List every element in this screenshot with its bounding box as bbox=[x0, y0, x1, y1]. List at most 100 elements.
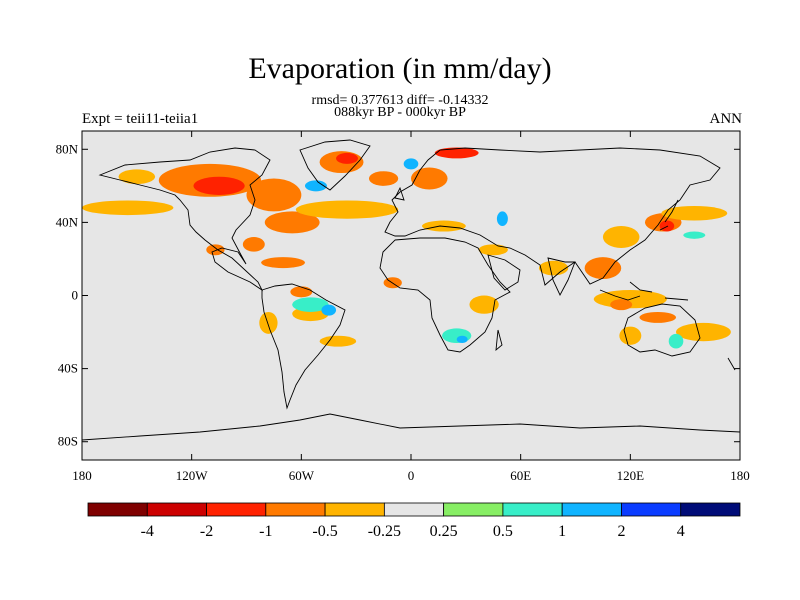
lon-tick-label: 0 bbox=[408, 468, 415, 483]
coastline-islands bbox=[394, 186, 736, 371]
lon-tick-label: 60E bbox=[510, 468, 531, 483]
colorbar-swatch bbox=[621, 502, 682, 517]
anomaly-region-caspian-pos bbox=[496, 211, 508, 227]
anomaly-region-barents bbox=[434, 147, 479, 159]
stats-rmsd-line: rmsd= 0.377613 diff= -0.14332 bbox=[311, 93, 489, 108]
anomaly-region-scandinavia bbox=[411, 167, 448, 190]
coastline-north-america bbox=[98, 147, 271, 292]
anomaly-region-canada-hudson bbox=[193, 176, 245, 195]
stats-text: rmsd= 0.377613 diff= -0.14332 088kyr BP … bbox=[0, 93, 800, 120]
anomaly-region-indonesia-core bbox=[610, 299, 633, 311]
anomaly-region-nw-pacific bbox=[661, 205, 728, 221]
colorbar-swatch bbox=[383, 502, 445, 517]
anomaly-region-n-pacific-band bbox=[82, 220, 174, 232]
anomaly-region-e-australia-pos bbox=[668, 333, 684, 349]
lon-tick-label: 180 bbox=[730, 468, 750, 483]
colorbar-label: -0.5 bbox=[312, 523, 337, 540]
lat-tick-label: 80S bbox=[58, 434, 78, 449]
coastline-africa bbox=[379, 237, 511, 353]
anomaly-region-gulf-coast bbox=[242, 237, 265, 252]
colorbar-swatch bbox=[680, 502, 741, 517]
colorbar-label: 0.5 bbox=[493, 523, 513, 540]
anomaly-region-n-australia bbox=[639, 311, 677, 323]
anomaly-region-se-asia bbox=[584, 257, 622, 280]
colorbar-swatch bbox=[502, 502, 563, 517]
anomaly-region-n-atlantic-high-lat bbox=[82, 200, 174, 216]
anomaly-region-us-mid bbox=[215, 211, 260, 227]
anomaly-region-south-atlantic bbox=[332, 299, 399, 311]
anomaly-region-caribbean bbox=[261, 257, 305, 269]
colorbar-label: 1 bbox=[558, 523, 566, 540]
anomaly-region-north-atlantic-mid bbox=[295, 200, 399, 219]
anomaly-region-s-pacific bbox=[122, 335, 189, 347]
anomaly-region-indian-ocean bbox=[502, 308, 576, 320]
anomaly-region-arabia bbox=[478, 244, 508, 256]
coastline-india bbox=[547, 257, 576, 297]
page-title: Evaporation (in mm/day) bbox=[248, 52, 552, 85]
season-label: ANN bbox=[709, 111, 743, 127]
anomaly-region-central-africa bbox=[429, 279, 466, 294]
coastline-greenland bbox=[299, 139, 371, 191]
anomaly-region-s-america-w bbox=[259, 311, 278, 334]
stats-period-line: 088kyr BP - 000kyr BP bbox=[334, 105, 466, 120]
anomaly-region-greenland-core bbox=[336, 152, 358, 164]
anomaly-region-canada-east bbox=[246, 178, 302, 212]
anomaly-region-amazon-n bbox=[290, 286, 313, 298]
anomaly-region-nordic-pos bbox=[403, 158, 419, 170]
anomaly-region-australia-sw bbox=[619, 326, 642, 345]
lat-tick-label: 80N bbox=[56, 141, 79, 156]
anomaly-region-nw-pacific-pos bbox=[683, 231, 706, 239]
colorbar-swatch bbox=[561, 502, 622, 517]
colorbar-label: -4 bbox=[141, 523, 154, 540]
coastline-antarctica bbox=[82, 413, 740, 441]
anomaly-region-japan-core bbox=[659, 220, 675, 232]
coastline-arabia bbox=[487, 254, 521, 291]
anomaly-region-s-indian bbox=[506, 326, 572, 338]
colorbar-label: 2 bbox=[617, 523, 625, 540]
colorbar-swatch bbox=[265, 502, 326, 517]
colorbar-label: -0.25 bbox=[368, 523, 401, 540]
anomaly-region-amazon-pos bbox=[292, 297, 329, 312]
colorbar-swatch bbox=[206, 502, 267, 517]
anomaly-region-east-africa bbox=[469, 295, 499, 314]
anomaly-region-s-africa-pos2 bbox=[456, 335, 468, 344]
lat-tick-label: 40S bbox=[58, 361, 78, 376]
anomaly-region-alaska bbox=[118, 169, 156, 185]
colorbar-swatch bbox=[146, 502, 207, 517]
colorbar-label: 4 bbox=[677, 523, 685, 540]
anomaly-region-eq-pacific-e bbox=[173, 297, 247, 305]
lon-tick-label: 120E bbox=[617, 468, 645, 483]
anomaly-region-iceland-sea bbox=[368, 171, 399, 186]
anomaly-region-north-atlantic-east bbox=[264, 211, 320, 234]
anomaly-region-labrador-pos bbox=[304, 180, 327, 192]
colorbar-label: -1 bbox=[259, 523, 272, 540]
experiment-label: Expt = teii11-teiia1 bbox=[82, 111, 199, 127]
lon-tick-label: 120W bbox=[176, 468, 209, 483]
lon-tick-label: 180 bbox=[72, 468, 92, 483]
colorbar-swatch bbox=[87, 502, 148, 517]
anomaly-region-china-e bbox=[602, 226, 640, 248]
coastline-australia bbox=[623, 303, 701, 357]
lat-tick-label: 40N bbox=[56, 214, 79, 229]
anomaly-region-sw-pacific bbox=[676, 322, 731, 342]
coastline-eurasia bbox=[384, 147, 721, 286]
coastlines bbox=[82, 139, 740, 441]
longitude-ticks: 180 120W 60W 0 60E 120E 180 bbox=[72, 131, 750, 483]
lon-tick-label: 60W bbox=[289, 468, 315, 483]
colorbar-swatch bbox=[324, 502, 385, 517]
coastline-south-america bbox=[261, 283, 346, 410]
anomaly-region-eq-pacific bbox=[82, 297, 192, 305]
latitude-ticks: 80N 40N 0 40S 80S bbox=[56, 141, 740, 449]
lat-tick-label: 0 bbox=[72, 288, 79, 303]
anomaly-region-sahara-w bbox=[381, 249, 411, 269]
anomaly-region-mexico-w bbox=[206, 244, 225, 256]
coastline-indonesia bbox=[599, 281, 689, 301]
anomaly-region-s-atlantic-s bbox=[319, 335, 357, 347]
colorbar: -4 -2 -1 -0.5 -0.25 0.25 0.5 1 2 4 bbox=[87, 502, 741, 540]
colorbar-label: -2 bbox=[200, 523, 213, 540]
anomaly-region-brazil-pos bbox=[321, 304, 337, 316]
colorbar-swatch bbox=[443, 502, 504, 517]
coastline-japan bbox=[659, 199, 679, 231]
colorbar-label: 0.25 bbox=[430, 523, 458, 540]
